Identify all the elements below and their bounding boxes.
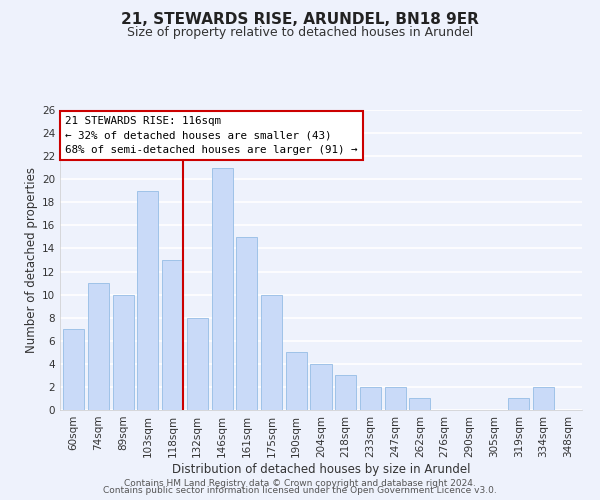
X-axis label: Distribution of detached houses by size in Arundel: Distribution of detached houses by size …	[172, 462, 470, 475]
Bar	[187, 318, 208, 410]
Bar	[310, 364, 332, 410]
Bar	[261, 294, 282, 410]
Bar	[385, 387, 406, 410]
Bar	[212, 168, 233, 410]
Text: Contains public sector information licensed under the Open Government Licence v3: Contains public sector information licen…	[103, 486, 497, 495]
Y-axis label: Number of detached properties: Number of detached properties	[25, 167, 38, 353]
Bar	[162, 260, 183, 410]
Bar	[88, 283, 109, 410]
Text: 21, STEWARDS RISE, ARUNDEL, BN18 9ER: 21, STEWARDS RISE, ARUNDEL, BN18 9ER	[121, 12, 479, 28]
Bar	[286, 352, 307, 410]
Bar	[113, 294, 134, 410]
Bar	[63, 329, 84, 410]
Bar	[409, 398, 430, 410]
Bar	[360, 387, 381, 410]
Text: Size of property relative to detached houses in Arundel: Size of property relative to detached ho…	[127, 26, 473, 39]
Bar	[508, 398, 529, 410]
Text: Contains HM Land Registry data © Crown copyright and database right 2024.: Contains HM Land Registry data © Crown c…	[124, 478, 476, 488]
Bar	[533, 387, 554, 410]
Bar	[236, 237, 257, 410]
Bar	[137, 191, 158, 410]
Text: 21 STEWARDS RISE: 116sqm
← 32% of detached houses are smaller (43)
68% of semi-d: 21 STEWARDS RISE: 116sqm ← 32% of detach…	[65, 116, 358, 155]
Bar	[335, 376, 356, 410]
